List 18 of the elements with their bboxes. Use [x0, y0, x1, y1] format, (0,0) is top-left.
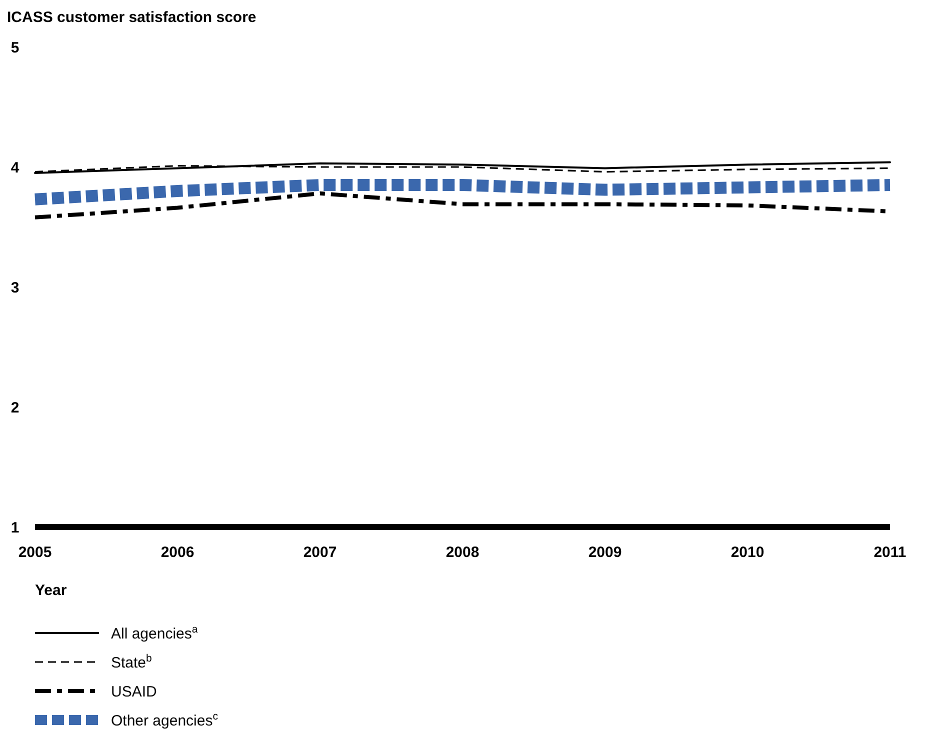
legend-label: USAID: [111, 683, 158, 700]
legend-label: All agencies$^{a}$: [111, 623, 198, 642]
y-tick-label: 4: [10, 159, 20, 176]
x-tick-label: 2008: [446, 544, 480, 561]
y-tick-label: 2: [10, 399, 20, 416]
x-tick-label: 2006: [160, 544, 194, 561]
x-axis-title: Year: [35, 582, 67, 599]
legend-label: State$^{b}$: [111, 652, 152, 672]
x-tick-label: 2009: [588, 544, 622, 561]
y-axis-title: ICASS customer satisfaction score: [7, 9, 256, 26]
x-tick-label: 2007: [303, 544, 337, 561]
y-tick-label: 5: [10, 39, 20, 56]
y-tick-label: 3: [10, 279, 20, 296]
x-tick-label: 2010: [730, 544, 764, 561]
x-tick-label: 2005: [18, 544, 52, 561]
legend-label: Other agencies$^{c}$: [111, 710, 218, 730]
y-tick-label: 1: [10, 519, 20, 536]
x-tick-label: 2011: [874, 544, 906, 561]
